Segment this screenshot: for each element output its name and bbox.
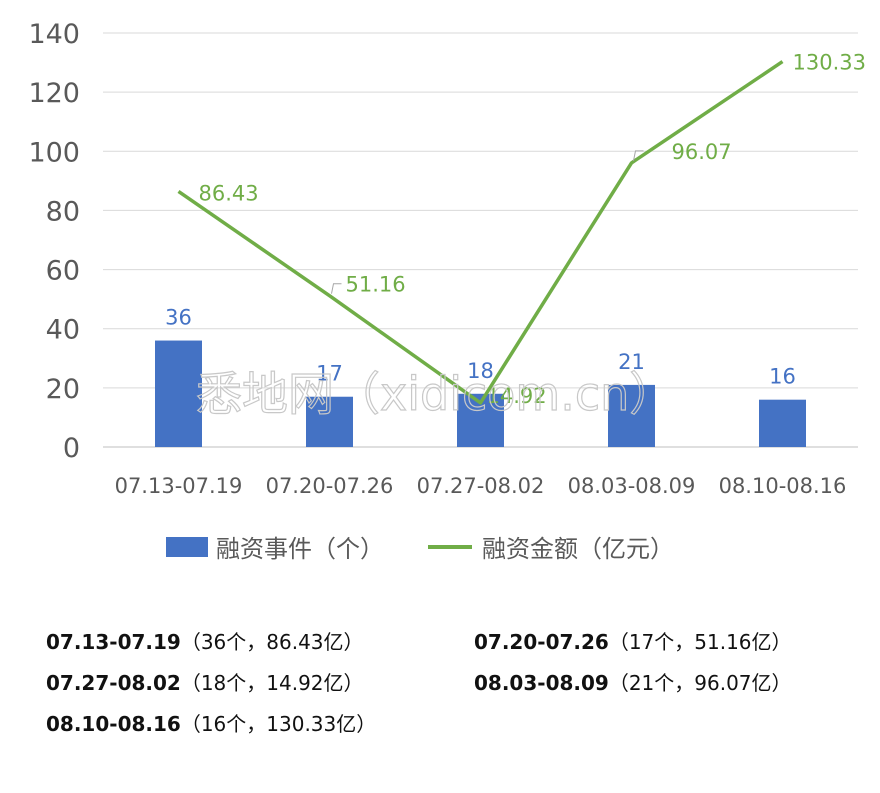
bar [759,399,806,447]
bar-series [155,340,806,447]
line-data-label: 96.07 [672,140,732,164]
leader-line [633,150,644,162]
bar [608,384,655,447]
combo-chart: 0 20 40 60 80 100 120 140 36 17 18 21 16 86.43 51.16… [28,19,866,563]
gridlines [103,32,858,448]
bar [306,396,353,447]
y-tick-label: 20 [46,374,80,405]
bar [155,340,202,447]
x-tick-label: 08.10-08.16 [719,474,847,498]
summary-item: 08.03-08.09（21个，96.07亿） [474,667,826,696]
summary-period: 08.03-08.09 [474,671,609,695]
summary-detail: （36个，86.43亿） [180,630,364,654]
x-tick-label: 07.13-07.19 [115,474,243,498]
x-axis-ticks: 07.13-07.19 07.20-07.26 07.27-08.02 08.03-0… [115,474,847,498]
summary-detail: （21个，96.07亿） [608,671,792,695]
x-tick-label: 08.03-08.09 [568,474,696,498]
watermark: 悉地网（xidicom.cn） [196,367,675,421]
summary-item: 08.10-08.16（16个，130.33亿） [46,708,474,737]
summary-detail: （16个，130.33亿） [180,712,377,736]
bar-data-label: 18 [467,359,494,383]
summary-list: 07.13-07.19（36个，86.43亿） 07.20-07.26（17个，… [46,626,826,737]
line-data-label: 51.16 [346,273,406,297]
summary-period: 07.13-07.19 [46,630,181,654]
summary-period: 07.20-07.26 [474,630,609,654]
legend-bar-swatch [166,537,208,557]
line-series [177,60,784,405]
summary-detail: （18个，14.92亿） [180,671,364,695]
line-data-label: 86.43 [199,181,259,205]
bar-data-label: 16 [769,365,796,389]
summary-period: 07.27-08.02 [46,671,181,695]
legend-bar-label: 融资事件（个） [216,535,384,563]
y-tick-label: 0 [63,433,80,464]
summary-item: 07.27-08.02（18个，14.92亿） [46,667,474,696]
y-tick-label: 100 [28,137,80,168]
bar-data-labels: 36 17 18 21 16 [165,306,796,389]
y-tick-label: 140 [28,19,80,50]
bar-data-label: 36 [165,306,192,330]
summary-detail: （17个，51.16亿） [608,630,792,654]
summary-item: 07.20-07.26（17个，51.16亿） [474,626,826,655]
legend-line-label: 融资金额（亿元） [482,535,674,563]
x-tick-label: 07.27-08.02 [417,474,545,498]
legend: 融资事件（个） 融资金额（亿元） [166,535,674,563]
summary-item: 07.13-07.19（36个，86.43亿） [46,626,474,655]
bar-data-label: 21 [618,350,645,374]
x-tick-label: 07.20-07.26 [266,474,394,498]
y-tick-label: 60 [46,256,80,287]
bar-data-label: 17 [316,362,343,386]
series-line [177,60,784,405]
y-tick-label: 80 [46,196,80,227]
summary-period: 08.10-08.16 [46,712,181,736]
y-tick-label: 40 [46,315,80,346]
y-tick-label: 120 [28,78,80,109]
y-axis-ticks: 0 20 40 60 80 100 120 140 [28,19,80,464]
leader-line [331,283,342,294]
line-data-labels: 86.43 51.16 14.92 96.07 130.33 [199,51,866,408]
line-data-label: 14.92 [487,384,547,408]
line-data-label: 130.33 [793,51,866,75]
